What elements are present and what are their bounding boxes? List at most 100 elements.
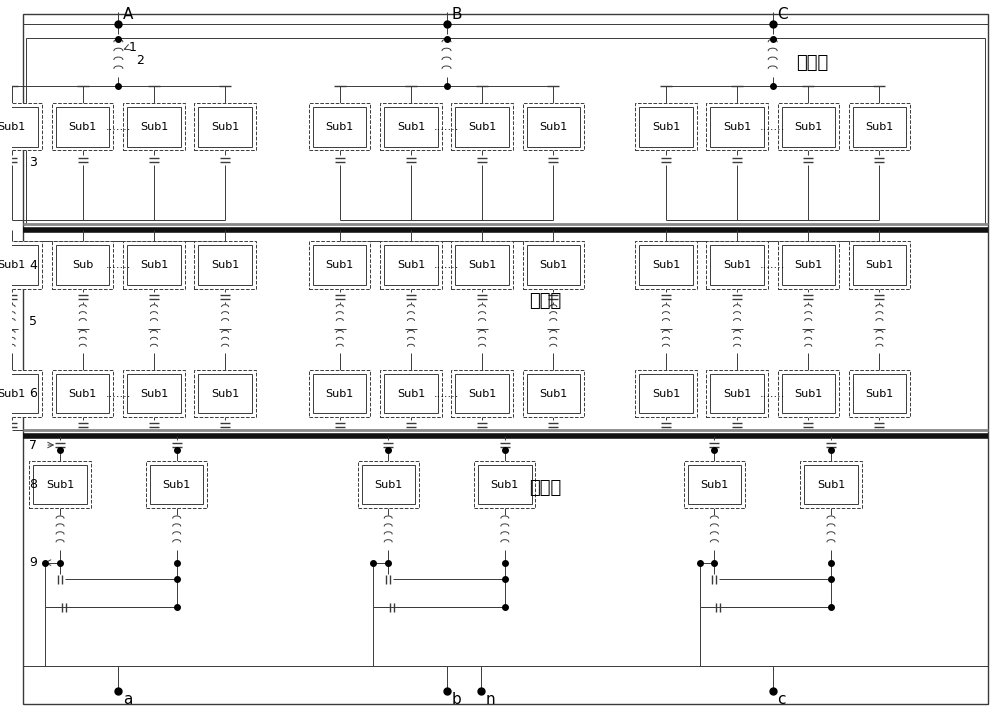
Bar xyxy=(52,241,113,289)
Text: Sub1: Sub1 xyxy=(723,389,751,399)
Bar xyxy=(0,241,42,289)
Bar xyxy=(123,103,185,150)
Bar xyxy=(123,370,185,418)
Bar xyxy=(782,107,835,146)
Text: Sub1: Sub1 xyxy=(865,122,894,132)
Text: Sub1: Sub1 xyxy=(0,122,26,132)
Bar xyxy=(523,103,584,150)
Text: Sub1: Sub1 xyxy=(397,260,425,270)
Text: Sub1: Sub1 xyxy=(326,389,354,399)
Text: 4: 4 xyxy=(29,258,37,271)
Text: Sub1: Sub1 xyxy=(0,260,26,270)
Text: Sub1: Sub1 xyxy=(397,122,425,132)
Bar xyxy=(800,461,862,508)
Bar xyxy=(56,374,109,413)
Text: .......: ....... xyxy=(434,389,459,399)
Text: .......: ....... xyxy=(760,389,785,399)
Bar xyxy=(0,246,38,285)
Bar xyxy=(384,374,438,413)
Bar xyxy=(127,107,181,146)
Bar xyxy=(380,370,442,418)
Bar xyxy=(853,107,906,146)
Bar xyxy=(384,107,438,146)
Text: Sub1: Sub1 xyxy=(723,260,751,270)
Text: n: n xyxy=(486,691,496,706)
Bar xyxy=(706,103,768,150)
Bar xyxy=(52,370,113,418)
Text: Sub1: Sub1 xyxy=(140,260,168,270)
Bar xyxy=(0,374,38,413)
Text: 7: 7 xyxy=(29,438,37,451)
Bar xyxy=(710,246,764,285)
Text: Sub1: Sub1 xyxy=(211,260,239,270)
Text: Sub1: Sub1 xyxy=(140,389,168,399)
Text: .......: ....... xyxy=(434,122,459,132)
Text: Sub1: Sub1 xyxy=(723,122,751,132)
Text: Sub1: Sub1 xyxy=(652,260,680,270)
Text: Sub1: Sub1 xyxy=(211,389,239,399)
Bar xyxy=(778,370,839,418)
Bar xyxy=(706,241,768,289)
Text: 6: 6 xyxy=(29,387,37,400)
Bar xyxy=(804,465,858,504)
Bar xyxy=(853,374,906,413)
Text: 5: 5 xyxy=(29,315,37,328)
Bar xyxy=(778,103,839,150)
Bar xyxy=(309,370,370,418)
Text: Sub1: Sub1 xyxy=(468,389,496,399)
Bar xyxy=(380,103,442,150)
Text: b: b xyxy=(451,691,461,706)
Text: .......: ....... xyxy=(760,122,785,132)
Bar xyxy=(684,461,745,508)
Text: Sub1: Sub1 xyxy=(539,122,567,132)
Bar xyxy=(33,465,87,504)
Bar xyxy=(198,246,252,285)
Bar xyxy=(358,461,419,508)
Text: .......: ....... xyxy=(106,260,131,270)
Bar xyxy=(451,241,513,289)
Bar xyxy=(849,370,910,418)
Text: Sub1: Sub1 xyxy=(326,260,354,270)
Bar xyxy=(56,107,109,146)
Text: Sub1: Sub1 xyxy=(326,122,354,132)
Text: Sub1: Sub1 xyxy=(468,260,496,270)
Bar xyxy=(26,37,985,224)
Text: 隔离级: 隔离级 xyxy=(529,292,561,310)
Text: Sub1: Sub1 xyxy=(652,389,680,399)
Bar xyxy=(313,107,366,146)
Bar xyxy=(849,103,910,150)
Bar xyxy=(313,246,366,285)
Text: Sub1: Sub1 xyxy=(46,480,74,490)
Bar xyxy=(688,465,741,504)
Text: Sub1: Sub1 xyxy=(397,389,425,399)
Bar xyxy=(639,246,693,285)
Bar xyxy=(782,374,835,413)
Bar xyxy=(0,370,42,418)
Text: 9: 9 xyxy=(29,556,37,569)
Bar xyxy=(455,374,509,413)
Bar xyxy=(778,241,839,289)
Text: Sub1: Sub1 xyxy=(700,480,728,490)
Bar xyxy=(635,241,697,289)
Text: c: c xyxy=(778,691,786,706)
Bar xyxy=(635,370,697,418)
Bar xyxy=(455,107,509,146)
Bar xyxy=(198,374,252,413)
Text: Sub1: Sub1 xyxy=(468,122,496,132)
Bar xyxy=(474,461,535,508)
Text: Sub1: Sub1 xyxy=(652,122,680,132)
Bar xyxy=(29,461,91,508)
Bar xyxy=(146,461,207,508)
Bar xyxy=(639,107,693,146)
Bar xyxy=(853,246,906,285)
Text: Sub1: Sub1 xyxy=(0,389,26,399)
Text: Sub1: Sub1 xyxy=(374,480,402,490)
Text: Sub1: Sub1 xyxy=(865,260,894,270)
Bar xyxy=(194,370,256,418)
Text: Sub1: Sub1 xyxy=(794,122,822,132)
Bar xyxy=(127,246,181,285)
Text: Sub1: Sub1 xyxy=(865,389,894,399)
Text: Sub1: Sub1 xyxy=(69,122,97,132)
Bar xyxy=(150,465,203,504)
Bar xyxy=(0,107,38,146)
